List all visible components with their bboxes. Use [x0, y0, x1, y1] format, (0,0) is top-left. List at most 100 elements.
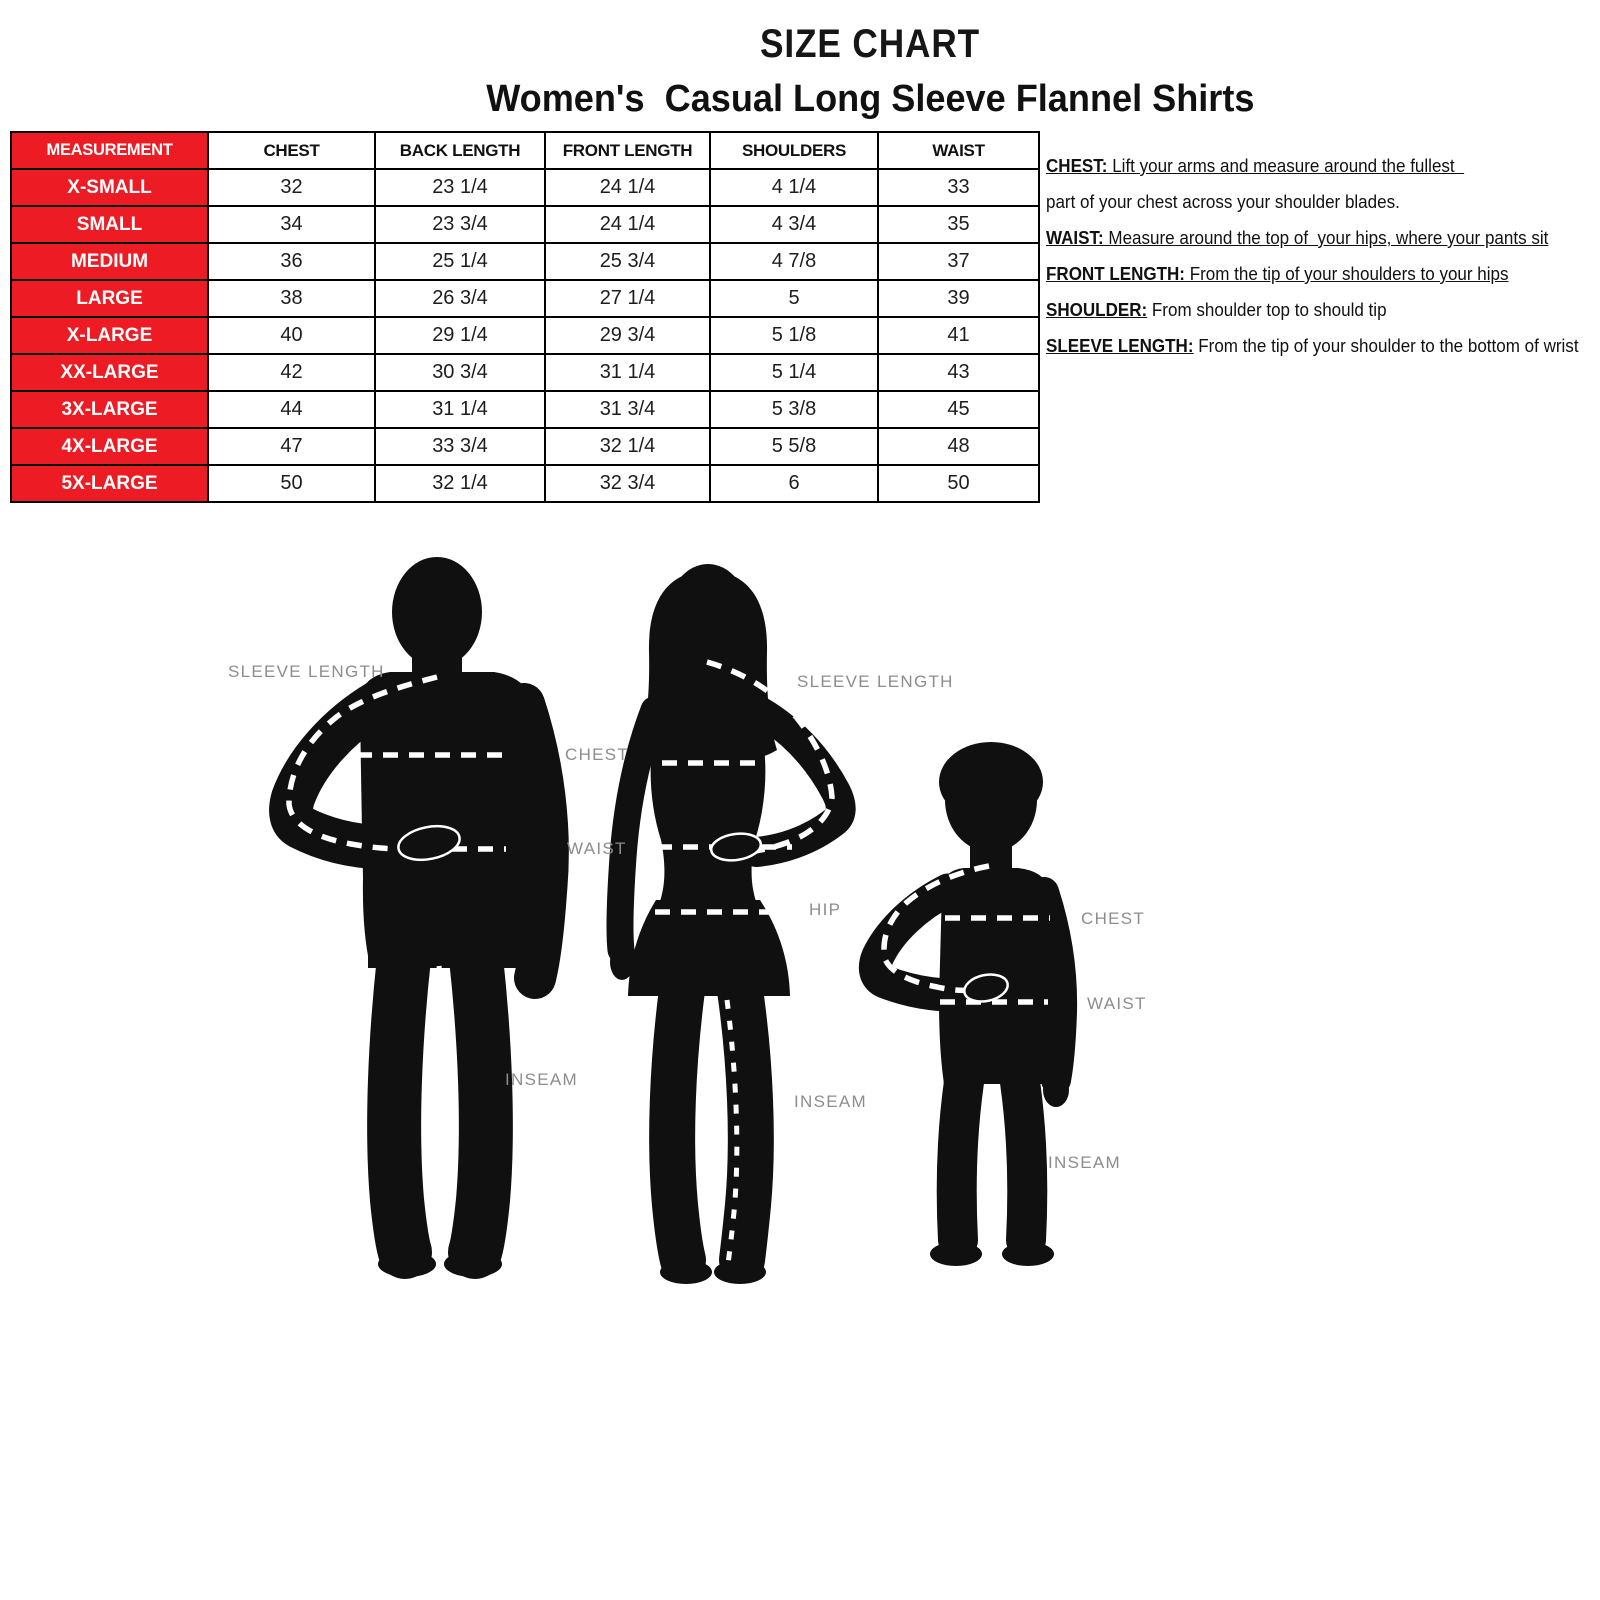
woman-inseam-dash-line: [724, 999, 740, 1265]
child-waist-label: WAIST: [1087, 994, 1147, 1013]
man-inseam-dash-line: [436, 965, 452, 1257]
woman-left-foot: [660, 1260, 712, 1284]
measurement-value: 32 1/4: [374, 464, 546, 503]
table-row: 5X-LARGE 50 32 1/4 32 3/4 6 50: [10, 464, 1040, 503]
size-label: 3X-LARGE: [10, 390, 209, 429]
measurement-value: 24 1/4: [544, 205, 711, 244]
measurement-value: 27 1/4: [544, 279, 711, 318]
woman-inseam-label: INSEAM: [794, 1092, 867, 1111]
measurement-value: 35: [877, 205, 1040, 244]
instruction-line: FRONT LENGTH: From the tip of your shoul…: [1046, 256, 1561, 292]
woman-hanging-arm: [606, 696, 668, 964]
instruction-line: WAIST: Measure around the top of your hi…: [1046, 220, 1561, 256]
man-left-foot: [378, 1251, 436, 1277]
measurement-value: 23 1/4: [374, 168, 546, 207]
instruction-label: CHEST:: [1046, 155, 1108, 176]
measurement-value: 34: [207, 205, 376, 244]
measurement-value: 32 1/4: [544, 427, 711, 466]
measurement-value: 42: [207, 353, 376, 392]
man-waist-label: WAIST: [567, 839, 627, 858]
man-sleeve-dash-line: [286, 674, 438, 852]
man-torso: [360, 672, 544, 966]
column-header: SHOULDERS: [709, 131, 879, 170]
measurement-value: 31 1/4: [374, 390, 546, 429]
size-label: SMALL: [10, 205, 209, 244]
measurement-value: 36: [207, 242, 376, 281]
woman-bent-arm: [739, 693, 856, 867]
measurement-value: 43: [877, 353, 1040, 392]
size-table-header-row: MEASUREMENT CHEST BACK LENGTH FRONT LENGTH S…: [10, 131, 1040, 170]
child-right-hand: [1043, 1073, 1069, 1107]
table-row: LARGE 38 26 3/4 27 1/4 5 39: [10, 279, 1040, 318]
measurement-value: 6: [709, 464, 879, 503]
instruction-text: Measure around the top of your hips, whe…: [1103, 227, 1549, 248]
man-silhouette: [269, 557, 569, 1279]
woman-sleeve-dash-line: [706, 659, 835, 855]
table-row: 3X-LARGE 44 31 1/4 31 3/4 5 3/8 45: [10, 390, 1040, 429]
measurement-value: 40: [207, 316, 376, 355]
measurement-value: 41: [877, 316, 1040, 355]
child-silhouette: [858, 742, 1078, 1266]
instruction-line: part of your chest across your shoulder …: [1046, 184, 1561, 220]
measurement-value: 4 3/4: [709, 205, 879, 244]
column-header: CHEST: [207, 131, 376, 170]
size-label: X-SMALL: [10, 168, 209, 207]
man-hanging-arm: [503, 683, 569, 999]
man-head: [392, 557, 482, 667]
woman-left-leg: [649, 967, 706, 1283]
woman-torso: [650, 702, 766, 912]
man-sleeve-length-label: SLEEVE LENGTH: [228, 662, 385, 681]
measurement-value: 38: [207, 279, 376, 318]
measurement-value: 30 3/4: [374, 353, 546, 392]
column-header: BACK LENGTH: [374, 131, 546, 170]
measurement-value: 39: [877, 279, 1040, 318]
title-area: SIZE CHART: [140, 22, 1600, 67]
instruction-line: SLEEVE LENGTH: From the tip of your shou…: [1046, 328, 1579, 364]
measurement-value: 50: [207, 464, 376, 503]
child-hand: [963, 973, 1009, 1003]
woman-silhouette: [606, 564, 856, 1284]
size-label: 5X-LARGE: [10, 464, 209, 503]
man-inseam-label: INSEAM: [505, 1070, 578, 1089]
measurement-value: 5 1/8: [709, 316, 879, 355]
measurement-value: 5 3/8: [709, 390, 879, 429]
woman-left-hand: [610, 944, 634, 980]
measurement-value: 4 7/8: [709, 242, 879, 281]
child-right-foot: [1002, 1242, 1054, 1266]
column-header: MEASUREMENT: [10, 131, 209, 170]
child-right-leg: [1000, 1062, 1048, 1260]
child-hanging-arm: [1029, 877, 1078, 1095]
man-right-leg: [448, 931, 513, 1279]
measurement-instructions: CHEST: Lift your arms and measure around…: [1046, 148, 1600, 364]
measurement-value: 5 5/8: [709, 427, 879, 466]
size-table: MEASUREMENT CHEST BACK LENGTH FRONT LENGTH S…: [10, 131, 1040, 503]
size-label: LARGE: [10, 279, 209, 318]
man-chest-label: CHEST: [565, 745, 630, 764]
size-label: X-LARGE: [10, 316, 209, 355]
page-title: SIZE CHART: [760, 22, 980, 66]
table-row: X-LARGE 40 29 1/4 29 3/4 5 1/8 41: [10, 316, 1040, 355]
measurement-value: 44: [207, 390, 376, 429]
table-row: XX-LARGE 42 30 3/4 31 1/4 5 1/4 43: [10, 353, 1040, 392]
woman-hip-label: HIP: [809, 900, 842, 919]
size-label: XX-LARGE: [10, 353, 209, 392]
man-right-foot: [444, 1251, 502, 1277]
size-table-body: X-SMALL 32 23 1/4 24 1/4 4 1/4 33 SMALL 34 23 3/…: [10, 168, 1040, 503]
size-label: 4X-LARGE: [10, 427, 209, 466]
measurement-value: 33 3/4: [374, 427, 546, 466]
measurement-value: 26 3/4: [374, 279, 546, 318]
measurement-value: 50: [877, 464, 1040, 503]
child-head: [945, 748, 1037, 852]
measurement-value: 48: [877, 427, 1040, 466]
instruction-text: part of your chest across your shoulder …: [1046, 191, 1400, 212]
measurement-value: 31 3/4: [544, 390, 711, 429]
measurement-value: 5: [709, 279, 879, 318]
child-chest-label: CHEST: [1081, 909, 1146, 928]
measurement-value: 23 3/4: [374, 205, 546, 244]
measurement-value: 32 3/4: [544, 464, 711, 503]
child-bent-arm: [858, 873, 988, 1012]
table-row: MEDIUM 36 25 1/4 25 3/4 4 7/8 37: [10, 242, 1040, 281]
child-inseam-label: INSEAM: [1048, 1153, 1121, 1172]
child-inseam-dash-line: [990, 1085, 1001, 1245]
